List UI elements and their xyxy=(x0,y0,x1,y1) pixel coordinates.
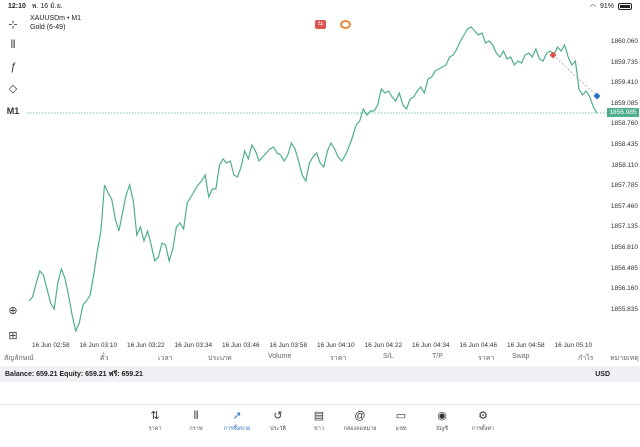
time-label: 16 Jun 03:34 xyxy=(174,342,213,349)
time-label: 16 Jun 03:10 xyxy=(79,342,118,349)
wifi-icon: ◠ xyxy=(589,3,596,11)
function-icon[interactable]: ƒ xyxy=(9,61,17,73)
bottom-nav: ⇅ ราคา ⫴ กราฟ ↗ การซื้อขาย ↺ ประวัติ ▤ ข่าว @ กล่อง… xyxy=(0,404,640,447)
quotes-icon: ⇅ xyxy=(150,410,160,422)
price-label: 1859.735 xyxy=(610,58,638,66)
column-header[interactable]: ราคา xyxy=(478,355,495,362)
price-scale: 1860.060 1859.735 1859.410 1859.085 1858.760… xyxy=(607,13,640,343)
timeframe-button[interactable]: M1 xyxy=(6,106,20,116)
chart-subtitle: Gold (6-49) xyxy=(30,24,66,31)
chart-symbol: XAUUSDm • M1 xyxy=(30,15,82,22)
trade-icon: ↗ xyxy=(232,410,242,422)
column-header[interactable]: สัญลักษณ์ xyxy=(4,355,34,362)
column-header[interactable]: T/P xyxy=(432,353,443,360)
nav-label: การซื้อขาย xyxy=(223,426,251,432)
battery-icon xyxy=(618,3,632,10)
time-label: 16 Jun 05:10 xyxy=(554,342,593,349)
column-header[interactable]: S/L xyxy=(383,353,394,360)
price-line xyxy=(28,26,598,333)
crosshair-icon[interactable]: ⊹ xyxy=(8,19,18,31)
time-label: 16 Jun 04:34 xyxy=(412,342,450,349)
time-label: 16 Jun 03:58 xyxy=(269,342,308,349)
column-header[interactable]: เวลา xyxy=(158,355,173,362)
chat-icon: ▭ xyxy=(395,410,407,422)
time-label: 16 Jun 03:22 xyxy=(127,342,165,349)
settings-icon: ⚙ xyxy=(478,410,488,422)
chart-icon: ⫴ xyxy=(193,410,199,422)
currency-label: USD xyxy=(595,370,610,378)
price-label: 1858.760 xyxy=(610,120,638,128)
nav-label: กราฟ xyxy=(189,426,203,432)
price-label: 1857.785 xyxy=(610,182,638,190)
time-label: 16 Jun 03:46 xyxy=(222,342,260,349)
equity-value: Equity: 659.21 xyxy=(59,370,107,378)
nav-news[interactable]: ▤ ข่าว xyxy=(299,409,339,433)
left-toolbar: ⊹ ⫴ ƒ ◇ M1 ⊕ ⊞ xyxy=(0,13,27,343)
price-label: 1859.410 xyxy=(610,79,638,87)
autotrading-icon[interactable] xyxy=(340,20,351,29)
buy-exit-marker[interactable] xyxy=(593,92,601,100)
objects-icon[interactable]: ◇ xyxy=(8,83,18,95)
price-label: 1856.160 xyxy=(610,285,638,293)
nav-quotes[interactable]: ⇅ ราคา xyxy=(135,409,175,433)
nav-label: บัญชี xyxy=(436,426,448,432)
status-time: 12:10 xyxy=(8,3,26,10)
column-header[interactable]: Volume xyxy=(268,353,292,360)
time-label: 16 Jun 04:46 xyxy=(459,342,498,349)
nav-chart[interactable]: ⫴ กราฟ xyxy=(176,409,216,433)
price-label: 1858.110 xyxy=(611,161,638,169)
column-header[interactable]: กำไร xyxy=(578,355,594,362)
price-label: 1857.135 xyxy=(610,223,638,231)
trade-panel-icon[interactable]: ⇆ xyxy=(315,20,326,29)
indicators-icon[interactable]: ⫴ xyxy=(10,39,16,51)
new-order-icon[interactable]: ⊞ xyxy=(8,330,18,342)
column-header[interactable]: ราคา xyxy=(330,355,347,362)
time-label: 16 Jun 04:58 xyxy=(507,342,545,349)
status-right: ◠ 91% xyxy=(590,3,632,11)
nav-settings[interactable]: ⚙ การตั้งค่า xyxy=(463,409,503,433)
nav-label: ข่าว xyxy=(314,426,324,432)
column-header[interactable]: Swap xyxy=(512,353,530,360)
price-label: 1856.485 xyxy=(610,264,638,272)
current-price-tag: 1856.985 xyxy=(607,108,639,117)
column-header[interactable]: ตั๋ว xyxy=(100,355,109,362)
balance-row: Balance: 659.21 Equity: 659.21 ฟรี: 659.… xyxy=(0,366,640,382)
nav-trade[interactable]: ↗ การซื้อขาย xyxy=(217,409,257,433)
chart-area[interactable]: XAUUSDm • M1 Gold (6-49) ⇆ 1860.060 1859.… xyxy=(27,13,640,349)
nav-label: ราคา xyxy=(148,426,162,432)
status-bar: 12:10 พ. 16 มิ.ย. ◠ 91% xyxy=(0,0,640,13)
nav-label: การตั้งค่า xyxy=(471,426,495,432)
nav-account[interactable]: ◉ บัญชี xyxy=(422,409,462,433)
history-icon: ↺ xyxy=(273,410,283,422)
nav-mailbox[interactable]: @ กล่องจดหมาย xyxy=(340,409,380,433)
price-label: 1856.810 xyxy=(610,244,638,251)
account-icon: ◉ xyxy=(437,410,447,422)
column-header[interactable]: ประเภท xyxy=(208,355,232,362)
time-label: 16 Jun 02:58 xyxy=(32,342,70,349)
status-date: พ. 16 มิ.ย. xyxy=(31,3,63,10)
nav-chat[interactable]: ▭ แชท xyxy=(381,409,421,433)
price-label: 1859.085 xyxy=(610,99,638,107)
price-label: 1855.835 xyxy=(610,305,638,313)
zoom-icon[interactable]: ⊕ xyxy=(8,305,18,317)
table-header-row: สัญลักษณ์ ตั๋ว เวลา ประเภท Volume ราคา S/L T/P ร… xyxy=(0,350,640,364)
sell-entry-marker[interactable] xyxy=(549,51,557,59)
time-label: 16 Jun 04:10 xyxy=(317,342,355,349)
price-label: 1857.460 xyxy=(610,202,638,210)
time-label: 16 Jun 04:22 xyxy=(364,342,403,349)
nav-label: แชท xyxy=(395,426,407,432)
mailbox-icon: @ xyxy=(354,410,366,422)
nav-label: ประวัติ xyxy=(269,426,287,432)
news-icon: ▤ xyxy=(313,410,325,422)
free-margin-value: ฟรี: 659.21 xyxy=(108,370,143,378)
price-label: 1858.435 xyxy=(610,141,638,148)
price-label: 1860.060 xyxy=(610,38,638,45)
column-header[interactable]: หมายเหตุ xyxy=(610,355,639,362)
balance-value: Balance: 659.21 xyxy=(5,370,58,378)
battery-percent: 91% xyxy=(599,3,614,10)
price-chart[interactable] xyxy=(27,13,607,343)
nav-history[interactable]: ↺ ประวัติ xyxy=(258,409,298,433)
nav-label: กล่องจดหมาย xyxy=(343,426,377,432)
